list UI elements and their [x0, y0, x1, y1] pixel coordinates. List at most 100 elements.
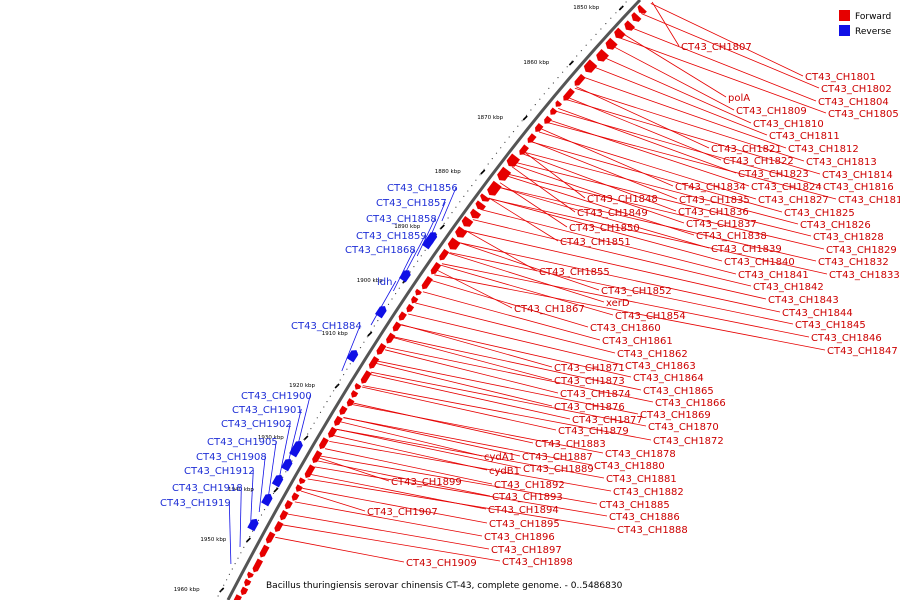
forward-leader-line — [434, 274, 826, 351]
major-tick — [618, 5, 624, 11]
minor-tick — [600, 28, 602, 30]
forward-gene-label: CT43_CH1804 — [818, 97, 889, 108]
minor-tick — [491, 158, 493, 160]
minor-tick — [562, 71, 564, 73]
forward-gene-arrow — [455, 226, 468, 238]
forward-gene-arrow — [312, 450, 323, 464]
reverse-gene-arrow — [281, 458, 293, 472]
forward-leader-line — [456, 241, 600, 291]
reverse-leader-line — [258, 455, 266, 513]
forward-gene-arrow — [550, 107, 558, 115]
forward-gene-arrow — [624, 20, 636, 31]
minor-tick — [447, 217, 449, 219]
forward-gene-label: CT43_CH1816 — [823, 182, 894, 193]
major-tick — [245, 537, 251, 543]
forward-gene-label: CT43_CH1870 — [648, 422, 719, 433]
forward-leader-line — [332, 434, 488, 471]
forward-leader-line — [456, 241, 781, 313]
forward-leader-line — [511, 166, 576, 213]
forward-leader-line — [523, 151, 799, 225]
reverse-gene-label: CT43_CH1856 — [387, 183, 458, 194]
forward-leader-line — [300, 490, 366, 512]
forward-gene-label: CT43_CH1877 — [572, 415, 643, 426]
minor-tick — [373, 325, 375, 327]
forward-gene-arrow — [386, 332, 396, 344]
forward-leader-line — [314, 466, 608, 517]
forward-leader-line — [362, 385, 652, 441]
minor-tick — [467, 190, 469, 192]
forward-gene-arrow — [480, 193, 490, 202]
reverse-leader-line — [250, 469, 254, 529]
forward-leader-line — [336, 428, 605, 479]
reverse-gene-label: CT43_CH1908 — [196, 452, 267, 463]
forward-gene-label: CT43_CH1898 — [502, 557, 573, 568]
forward-gene-label: CT43_CH1828 — [813, 232, 884, 243]
forward-gene-label: CT43_CH1840 — [724, 257, 795, 268]
forward-gene-label: CT43_CH1878 — [605, 449, 676, 460]
forward-leader-line — [282, 524, 501, 562]
forward-leader-line — [576, 86, 710, 149]
minor-tick — [625, 1, 627, 3]
forward-leader-line — [393, 336, 642, 391]
forward-gene-arrow — [319, 437, 329, 450]
minor-tick — [237, 557, 239, 559]
minor-tick — [231, 568, 233, 570]
forward-gene-label: CT43_CH1839 — [711, 244, 782, 255]
minor-tick — [398, 287, 400, 289]
minor-tick — [316, 417, 318, 419]
reverse-leader-line — [239, 486, 242, 548]
major-tick — [334, 383, 340, 389]
tick-label: 1880 kbp — [435, 169, 461, 175]
forward-gene-arrow — [346, 398, 355, 407]
minor-tick — [495, 152, 498, 154]
reverse-gene-label: CT43_CH1905 — [207, 437, 278, 448]
tick-label: 1910 kbp — [322, 331, 348, 337]
minor-tick — [459, 201, 461, 203]
minor-tick — [252, 530, 254, 532]
forward-leader-line — [376, 363, 553, 407]
forward-gene-label: CT43_CH1873 — [554, 376, 625, 387]
genome-caption: Bacillus thuringiensis serovar chinensis… — [266, 581, 623, 591]
minor-tick — [291, 460, 293, 462]
forward-leader-line — [513, 164, 685, 224]
forward-gene-arrow — [430, 261, 442, 275]
minor-tick — [377, 320, 379, 322]
forward-leader-line — [650, 3, 804, 77]
forward-gene-label: CT43_CH1838 — [696, 231, 767, 242]
forward-gene-arrow — [439, 248, 450, 261]
forward-gene-label: CT43_CH1834 — [675, 182, 746, 193]
forward-gene-label: CT43_CH1818 — [838, 195, 900, 206]
forward-leader-line — [340, 421, 483, 457]
forward-gene-arrow — [574, 73, 586, 86]
forward-leader-line — [415, 302, 616, 354]
minor-tick — [220, 590, 222, 592]
forward-leader-line — [386, 347, 654, 403]
minor-tick — [319, 411, 322, 413]
forward-gene-label: CT43_CH1843 — [768, 295, 839, 306]
forward-gene-label: CT43_CH1835 — [679, 195, 750, 206]
genome-backbone — [226, 0, 642, 600]
forward-gene-label: CT43_CH1848 — [587, 194, 658, 205]
forward-leader-line — [369, 374, 571, 420]
forward-leader-line — [506, 173, 825, 250]
forward-gene-label: CT43_CH1810 — [753, 119, 824, 130]
minor-tick — [487, 163, 489, 165]
tick-label: 1940 kbp — [228, 487, 254, 493]
reverse-leader-line — [393, 248, 415, 292]
minor-tick — [530, 109, 532, 111]
forward-leader-line — [437, 269, 513, 309]
forward-gene-arrow — [605, 37, 618, 50]
reverse-gene-label: CT43_CH1857 — [376, 198, 447, 209]
minor-tick — [282, 476, 284, 478]
forward-gene-arrow — [461, 216, 474, 227]
forward-leader-line — [352, 402, 534, 444]
forward-gene-arrow — [614, 27, 626, 39]
forward-gene-arrow — [368, 356, 380, 369]
reverse-gene-label: CT43_CH1902 — [221, 419, 292, 430]
forward-leader-line — [538, 131, 757, 200]
forward-gene-arrow — [563, 87, 575, 101]
forward-leader-line — [488, 197, 559, 242]
forward-gene-label: CT43_CH1862 — [617, 349, 688, 360]
minor-tick — [471, 185, 473, 187]
